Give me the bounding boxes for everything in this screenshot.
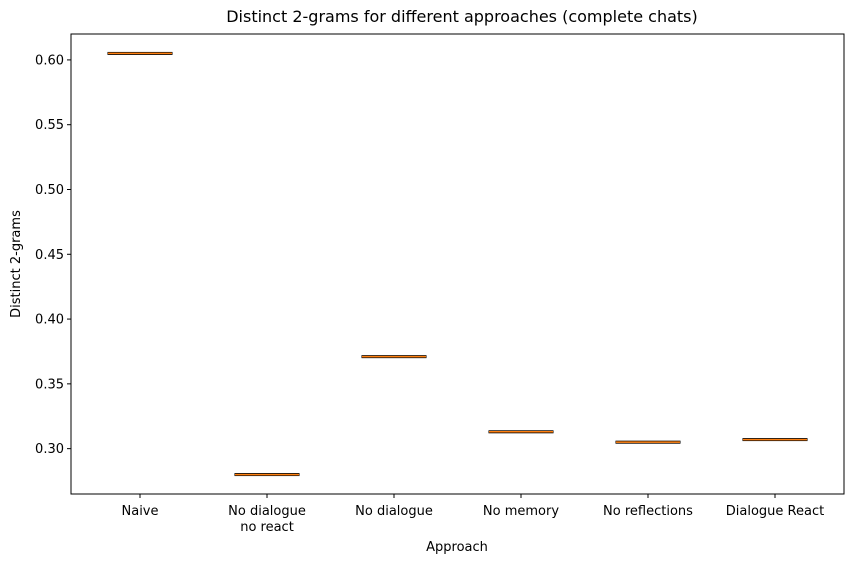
y-tick-label: 0.60	[35, 53, 64, 68]
y-tick-label: 0.55	[35, 118, 64, 133]
chart-title: Distinct 2-grams for different approache…	[226, 7, 698, 26]
y-tick-label: 0.35	[35, 377, 64, 392]
x-tick-label: Naive	[122, 504, 159, 519]
x-tick-label: No memory	[483, 504, 559, 519]
plot-area	[70, 33, 845, 495]
x-tick-label: No dialogue	[355, 504, 433, 519]
x-tick-label: Dialogue React	[726, 504, 824, 519]
y-axis-title: Distinct 2-grams	[9, 210, 24, 318]
x-tick-label: No reflections	[603, 504, 693, 519]
y-tick-label: 0.40	[35, 313, 64, 328]
y-tick-label: 0.50	[35, 183, 64, 198]
y-axis: 0.30 0.35 0.40 0.45 0.50 0.55 0.60	[35, 53, 71, 457]
x-axis-title: Approach	[426, 540, 488, 555]
y-tick-label: 0.30	[35, 442, 64, 457]
x-tick-label: No dialogue no react	[228, 504, 306, 535]
x-axis: Naive No dialogue no react No dialogue No me…	[122, 494, 824, 535]
boxes	[107, 51, 808, 477]
y-tick-label: 0.45	[35, 248, 64, 263]
